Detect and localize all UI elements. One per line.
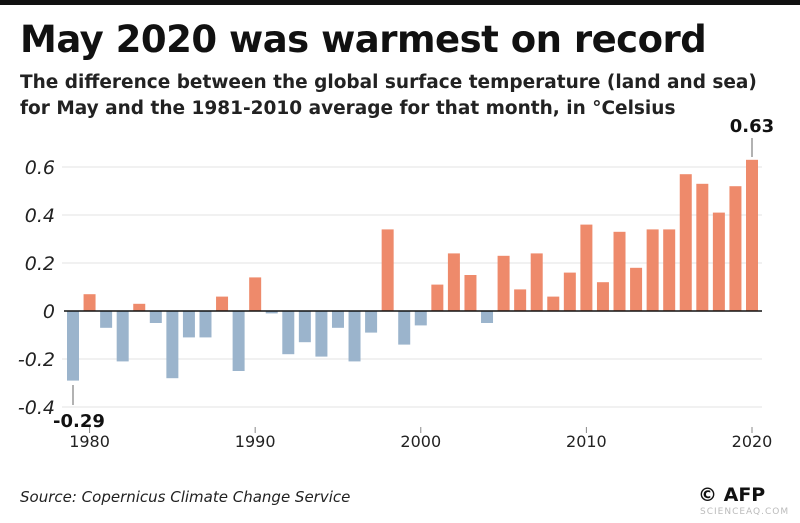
y-tick-label: 0.4: [25, 205, 55, 227]
bar-1988: [216, 296, 229, 311]
bar-2012: [613, 231, 626, 311]
bar-2002: [447, 253, 460, 311]
bar-1986: [182, 311, 195, 338]
bar-2020: [746, 159, 758, 311]
subtitle-line-2: for May and the 1981-2010 average for th…: [20, 98, 676, 119]
annotation-max-label: 0.63: [730, 116, 774, 137]
bar-1996: [348, 311, 361, 362]
bar-1985: [166, 311, 179, 379]
bar-2014: [646, 229, 659, 311]
source-note: Source: Copernicus Climate Change Servic…: [20, 488, 351, 506]
x-tick-label: 1990: [235, 432, 276, 451]
bar-1987: [199, 311, 212, 338]
bar-2016: [679, 174, 692, 311]
bar-1991: [265, 311, 278, 314]
bar-2006: [514, 289, 527, 311]
bar-2004: [481, 311, 494, 323]
x-tick-label: 2010: [566, 432, 607, 451]
afp-logo: © AFP: [698, 484, 766, 506]
x-tick-label: 2000: [400, 432, 441, 451]
bar-2019: [729, 186, 742, 311]
bar-2003: [464, 275, 477, 311]
bar-2018: [712, 212, 725, 311]
x-tick-label: 2020: [732, 432, 773, 451]
bar-1979: [67, 311, 79, 381]
bar-1992: [282, 311, 295, 355]
bar-1993: [298, 311, 311, 343]
bar-1990: [249, 277, 262, 311]
x-tick-label: 1980: [69, 432, 110, 451]
bar-2001: [431, 284, 444, 311]
subtitle-line-1: The difference between the global surfac…: [20, 72, 757, 93]
bar-1981: [100, 311, 113, 328]
bar-2008: [547, 296, 560, 311]
bar-1999: [398, 311, 411, 345]
bar-2011: [596, 282, 609, 311]
y-tick-label: 0.6: [25, 157, 55, 179]
chart-subtitle: The difference between the global surfac…: [20, 70, 800, 122]
bar-1994: [315, 311, 328, 357]
bar-2015: [663, 229, 676, 311]
y-tick-label: 0: [43, 301, 55, 323]
bar-1998: [381, 229, 394, 311]
bar-1982: [116, 311, 129, 362]
bar-2000: [414, 311, 427, 326]
bar-1997: [365, 311, 378, 333]
watermark: SCIENCEAQ.COM: [700, 507, 790, 517]
bar-1995: [331, 311, 344, 328]
bar-1980: [83, 294, 96, 311]
y-tick-label: -0.2: [18, 349, 55, 371]
bar-2007: [530, 253, 543, 311]
bar-1989: [232, 311, 245, 371]
bar-2010: [580, 224, 593, 311]
annotation-min-label: -0.29: [53, 411, 105, 432]
top-rule: [0, 0, 800, 5]
bar-1984: [149, 311, 162, 323]
bar-2005: [497, 255, 510, 311]
y-tick-label: 0.2: [25, 253, 55, 275]
bar-2013: [630, 267, 643, 311]
bar-2017: [696, 183, 709, 311]
y-tick-label: -0.4: [18, 397, 55, 419]
bar-1983: [133, 303, 146, 311]
chart-title: May 2020 was warmest on record: [20, 18, 707, 61]
bar-2009: [563, 272, 576, 311]
